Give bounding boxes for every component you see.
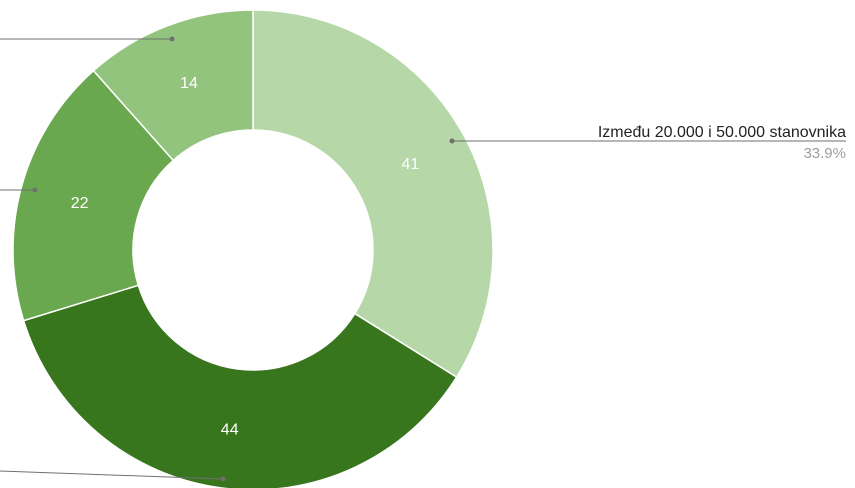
leader-dot-slice-1 (449, 138, 455, 144)
data-label-slice-1: 41 (402, 156, 420, 173)
legend-labels: Između 20.000 i 50.000 stanovnika 33.9% (598, 124, 846, 162)
data-label-slice-4: 14 (180, 75, 198, 92)
donut-slice-4 (92, 9, 254, 162)
legend-label-slice-1: Između 20.000 i 50.000 stanovnika (598, 124, 846, 141)
leader-dot-slice-2 (220, 476, 226, 482)
leader-dot-slice-4 (169, 36, 175, 42)
donut-slice-2 (22, 284, 458, 488)
leader-lines (0, 36, 846, 482)
donut-slice-1 (252, 9, 494, 379)
data-label-slice-2: 44 (221, 422, 239, 439)
leader-line-slice-2 (0, 470, 224, 480)
donut-slice-3 (12, 69, 175, 322)
donut-slices (12, 9, 494, 488)
leader-dot-slice-3 (32, 187, 38, 193)
data-label-slice-3: 22 (71, 195, 89, 212)
value-labels: 41 44 22 14 (71, 75, 420, 439)
legend-percent-slice-1: 33.9% (803, 145, 846, 162)
